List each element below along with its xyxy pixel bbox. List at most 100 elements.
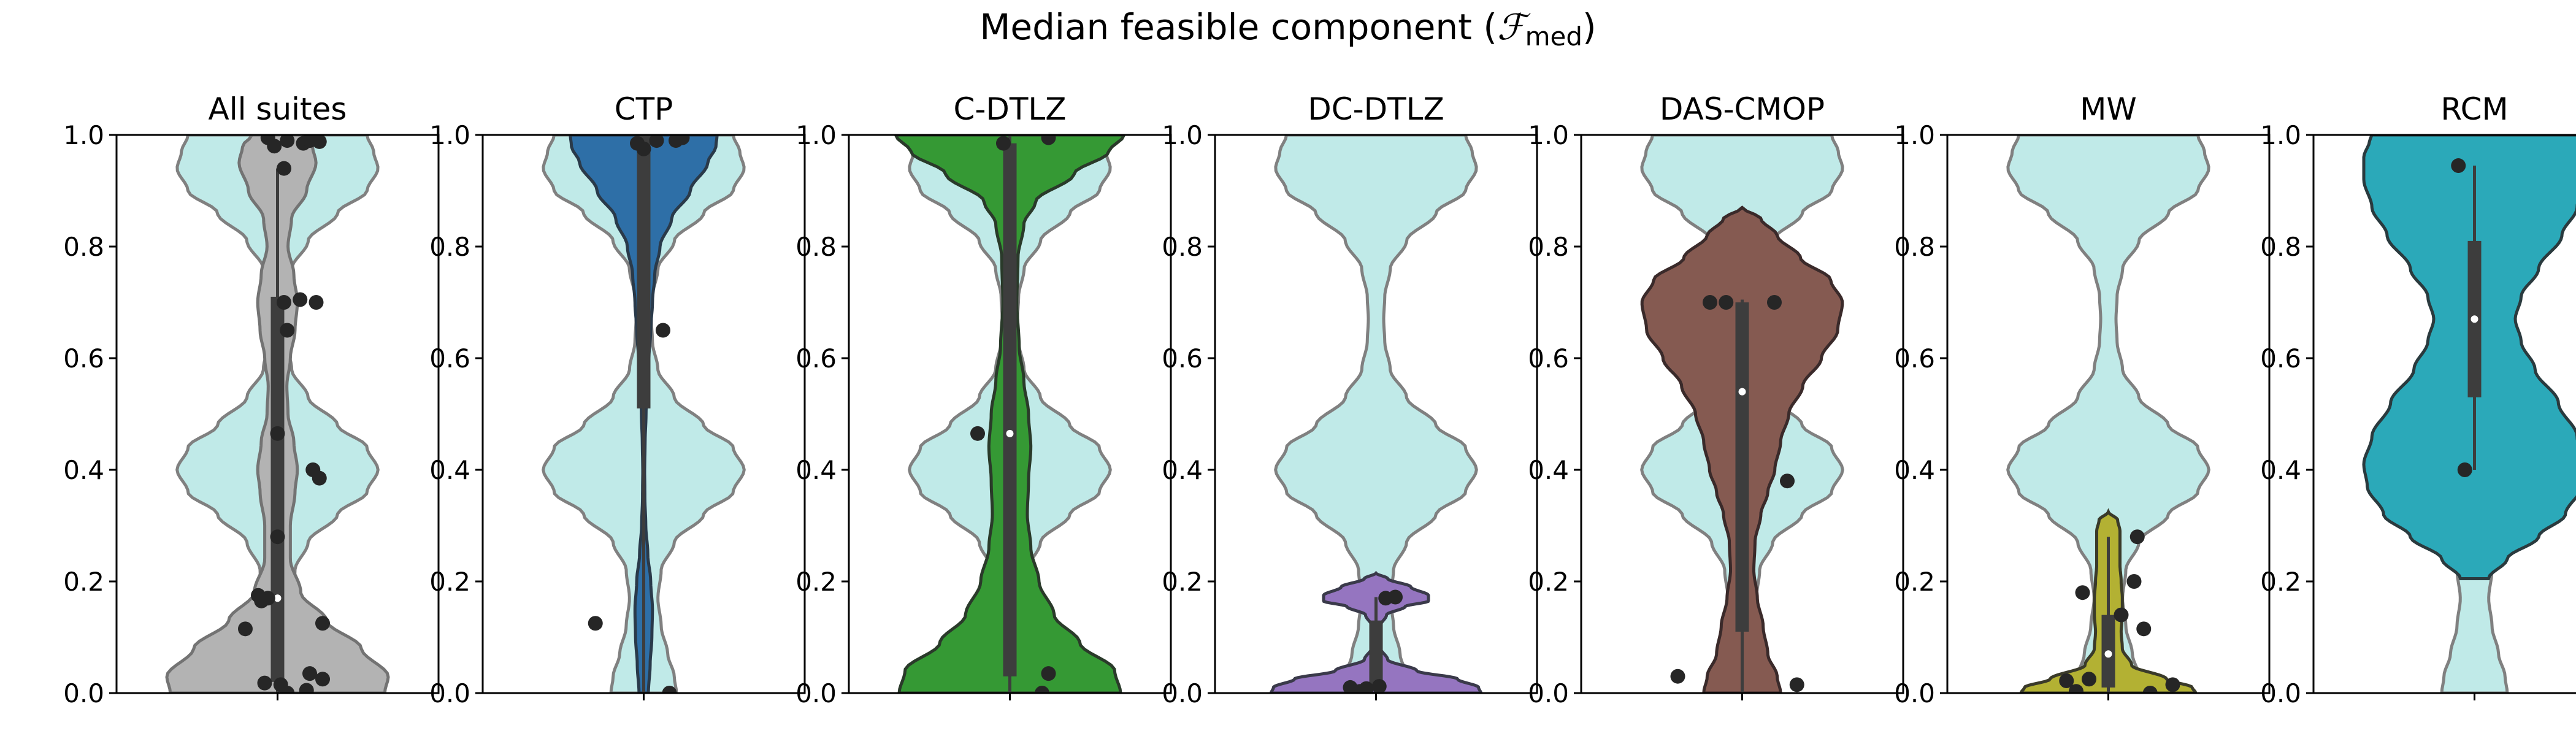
data-point xyxy=(2451,158,2466,174)
subplot-2: 0.0 0.2 0.4 0.6 0.8 1.0 C-DTLZ xyxy=(795,91,1172,708)
data-point xyxy=(588,616,603,631)
figure-title: Median feasible component (ℱmed) xyxy=(0,6,2576,52)
subplot-title: DAS-CMOP xyxy=(1660,91,1825,127)
subplot-3: 0.0 0.2 0.4 0.6 0.8 1.0 DC-DTLZ xyxy=(1162,91,1538,708)
median-point xyxy=(274,594,282,602)
plot-area xyxy=(542,135,746,693)
subplot-4: 0.0 0.2 0.4 0.6 0.8 1.0 DAS-CMOP xyxy=(1528,91,1904,708)
data-point xyxy=(1352,684,1368,693)
data-point xyxy=(315,672,330,687)
y-tick-label: 0.4 xyxy=(795,455,837,485)
data-point xyxy=(2082,672,2096,687)
y-tick-label: 0.0 xyxy=(1162,678,1203,708)
data-point xyxy=(299,683,314,693)
box-iqr xyxy=(637,135,651,408)
data-point xyxy=(662,686,677,693)
median-point xyxy=(2104,650,2112,658)
median-point xyxy=(1006,429,1014,437)
data-point xyxy=(1719,295,1734,310)
data-point xyxy=(280,135,295,148)
y-tick-label: 0.0 xyxy=(2260,678,2301,708)
figure-title-subscript: med xyxy=(1525,21,1582,52)
data-point xyxy=(280,686,295,693)
subplot-0: 0.0 0.2 0.4 0.6 0.8 1.0 All suites xyxy=(63,91,440,708)
y-tick-label: 0.6 xyxy=(1894,343,1935,374)
data-point xyxy=(656,323,670,338)
data-point xyxy=(2142,686,2158,693)
data-point xyxy=(277,295,291,310)
y-tick-label: 0.8 xyxy=(1528,232,1569,262)
box-iqr xyxy=(1003,143,1017,677)
figure-title-prefix: Median feasible component ( xyxy=(979,6,1497,48)
data-point xyxy=(302,666,317,681)
box-iqr xyxy=(270,296,285,682)
data-point xyxy=(2136,621,2152,637)
data-point xyxy=(277,161,291,176)
data-point xyxy=(2075,585,2090,600)
data-point xyxy=(238,621,253,637)
y-tick-label: 0.2 xyxy=(795,567,837,597)
data-point xyxy=(630,136,645,151)
y-tick-label: 0.6 xyxy=(795,343,837,374)
y-tick-label: 0.2 xyxy=(429,567,470,597)
y-tick-label: 0.8 xyxy=(63,232,104,262)
y-tick-label: 0.2 xyxy=(2260,567,2301,597)
y-tick-label: 1.0 xyxy=(795,120,837,150)
y-tick-label: 0.6 xyxy=(1528,343,1569,374)
data-point xyxy=(1041,135,1056,145)
data-point xyxy=(2165,677,2180,692)
y-tick-label: 1.0 xyxy=(2260,120,2301,150)
y-tick-label: 0.4 xyxy=(1894,455,1935,485)
box-iqr xyxy=(1369,620,1383,688)
data-point xyxy=(293,292,308,307)
median-point xyxy=(1738,388,1746,396)
data-point xyxy=(257,675,272,691)
data-point xyxy=(1789,677,1804,692)
data-point xyxy=(1670,669,1685,684)
plot-area xyxy=(1269,135,1483,693)
data-point xyxy=(2129,529,2145,545)
y-tick-label: 0.4 xyxy=(1162,455,1203,485)
data-point xyxy=(270,529,285,545)
plot-area xyxy=(894,135,1126,693)
y-tick-label: 0.6 xyxy=(63,343,104,374)
subplot-title: All suites xyxy=(209,91,347,127)
y-tick-label: 1.0 xyxy=(1162,120,1203,150)
data-point xyxy=(2059,673,2074,688)
subplot-1: 0.0 0.2 0.4 0.6 0.8 1.0 CTP xyxy=(429,91,806,708)
subplot-5: 0.0 0.2 0.4 0.6 0.8 1.0 MW xyxy=(1894,91,2271,708)
data-point xyxy=(315,616,330,631)
data-point xyxy=(309,295,324,310)
y-tick-label: 1.0 xyxy=(63,120,104,150)
data-point xyxy=(312,470,327,486)
data-point xyxy=(1780,473,1795,489)
subplot-title: DC-DTLZ xyxy=(1308,91,1444,127)
data-point xyxy=(254,593,269,608)
data-point xyxy=(2126,574,2142,589)
y-tick-label: 0.6 xyxy=(1162,343,1203,374)
y-tick-label: 0.0 xyxy=(1528,678,1569,708)
y-tick-label: 0.8 xyxy=(2260,232,2301,262)
data-point xyxy=(1703,295,1717,310)
y-tick-label: 0.8 xyxy=(795,232,837,262)
y-tick-label: 0.2 xyxy=(1162,567,1203,597)
subplot-title: MW xyxy=(2080,91,2137,127)
plot-area xyxy=(165,135,390,693)
reference-violin xyxy=(1274,135,1478,693)
data-point xyxy=(2457,462,2472,477)
plot-area xyxy=(1640,135,1844,693)
data-point xyxy=(1767,295,1782,310)
y-tick-label: 1.0 xyxy=(1894,120,1935,150)
box-iqr xyxy=(1735,302,1749,632)
subplot-title: CTP xyxy=(615,91,673,127)
data-point xyxy=(270,426,285,441)
y-tick-label: 0.0 xyxy=(1894,678,1935,708)
plot-area xyxy=(2006,135,2210,693)
y-tick-label: 0.6 xyxy=(429,343,470,374)
data-point xyxy=(675,135,690,145)
data-point xyxy=(312,135,327,149)
plot-area xyxy=(2362,135,2576,693)
data-point xyxy=(1035,686,1049,693)
y-tick-label: 0.6 xyxy=(2260,343,2301,374)
